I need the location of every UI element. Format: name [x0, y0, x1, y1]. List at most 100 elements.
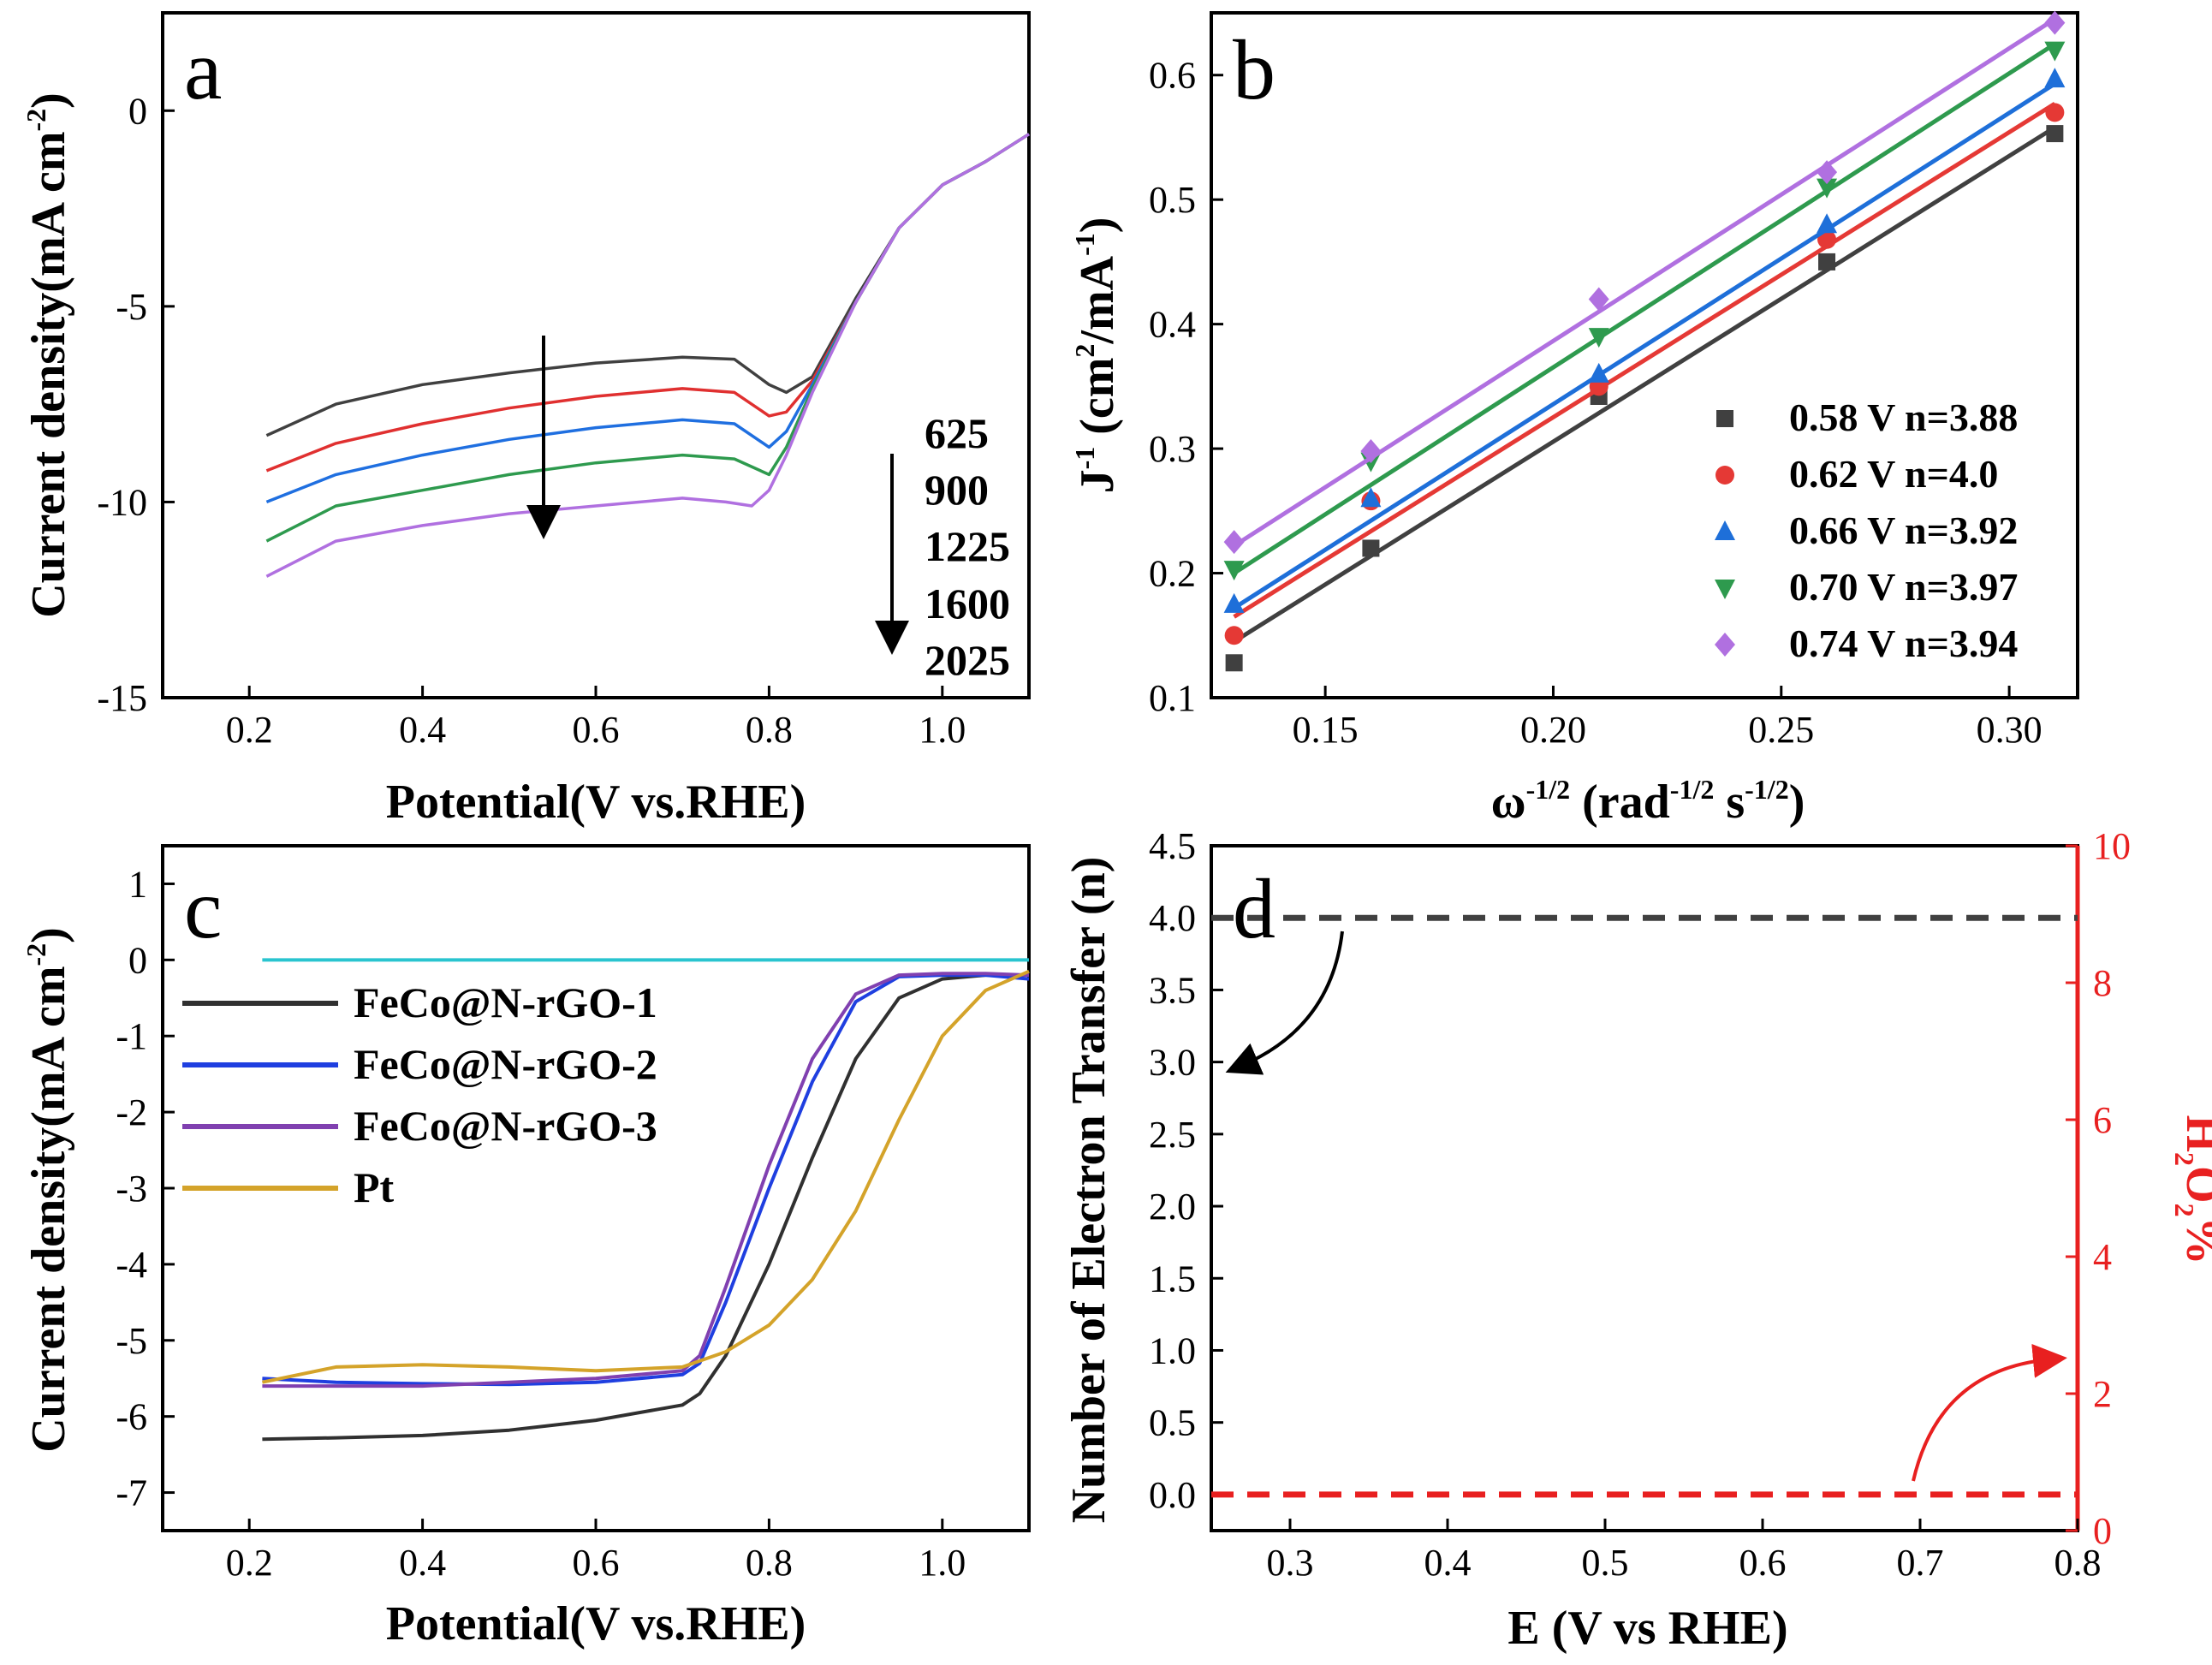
- panel-d-y-ticks-left: 0.0 0.5 1.0 1.5 2.0 2.5 3.0 3.5 4.0 4.5: [1149, 825, 1223, 1516]
- lsv-curve-2: [262, 972, 1030, 1388]
- legend-label-3: Pt: [354, 1163, 395, 1211]
- panel-d-arrow-h2o2: [1912, 1343, 2067, 1482]
- legend-marker-3: [1715, 580, 1735, 599]
- kl-point-2-0: [1223, 592, 1245, 613]
- panel-d-y-label-right: H2O2%: [2169, 1115, 2212, 1264]
- panel-c-y-ticks: 1 0 -1 -2 -3 -4 -5 -6 -7: [116, 863, 175, 1514]
- panel-b-x-tick-label: 0.20: [1520, 709, 1586, 751]
- panel-b-series: [1223, 10, 2066, 672]
- panel-d-y-tick-label: 1.0: [1149, 1329, 1196, 1371]
- panel-a-y-tick-label: 0: [128, 90, 147, 132]
- panel-b-y-tick-label: 0.1: [1149, 677, 1196, 719]
- panel-b-label: b: [1233, 22, 1275, 117]
- panel-b-legend: 0.58 V n=3.88 0.62 V n=4.0 0.66 V n=3.92 0.…: [1715, 395, 2018, 665]
- panel-c-y-tick-label: -5: [116, 1320, 147, 1362]
- panel-d-y-tick-label: 2.5: [1149, 1114, 1196, 1156]
- panel-b-x-tick-label: 0.30: [1977, 709, 2043, 751]
- kl-point-0-3: [1818, 253, 1836, 271]
- panel-a-y-label: Current density(mA cm-2): [21, 92, 75, 618]
- panel-c-y-tick-label: 0: [128, 939, 147, 981]
- rpm-label-900: 900: [925, 466, 989, 514]
- panel-a-label: a: [184, 22, 222, 117]
- legend-label-2: 0.66 V n=3.92: [1789, 508, 2018, 552]
- rpm-label-2025: 2025: [925, 636, 1010, 684]
- panel-b-y-tick-label: 0.5: [1149, 179, 1196, 221]
- kl-point-4-3: [1817, 160, 1838, 185]
- kl-point-3-3: [1817, 178, 1838, 199]
- panel-d-y-tick-label: 4.5: [1149, 825, 1196, 867]
- panel-c-y-tick-label: -6: [116, 1396, 147, 1438]
- panel-c-x-tick-label: 0.4: [399, 1542, 446, 1584]
- panel-c-y-tick-label: -1: [116, 1015, 147, 1057]
- panel-a-y-tick-label: -5: [116, 286, 147, 328]
- lsv-curve-3: [261, 969, 1030, 1384]
- panel-c-legend: FeCo@N-rGO-1 FeCo@N-rGO-2 FeCo@N-rGO-3 Pt: [182, 978, 657, 1211]
- kl-point-3-2: [1588, 328, 1609, 348]
- legend-label-4: 0.74 V n=3.94: [1789, 621, 2018, 665]
- panel-d-right-tick-label: 2: [2093, 1373, 2112, 1415]
- legend-label-0: FeCo@N-rGO-1: [354, 978, 657, 1026]
- panel-b-y-ticks: 0.1 0.2 0.3 0.4 0.5 0.6: [1149, 55, 1223, 719]
- panel-d-y-ticks-right: 0 2 4 6 8 10: [2066, 825, 2131, 1552]
- panel-d-y-tick-label: 0.0: [1149, 1474, 1196, 1516]
- panel-c-x-tick-label: 0.2: [226, 1542, 273, 1584]
- panel-a-y-tick-label: -15: [97, 677, 147, 719]
- panel-d-y-tick-label: 3.5: [1149, 969, 1196, 1011]
- panel-c-x-tick-label: 1.0: [919, 1542, 966, 1584]
- panel-d-y-tick-label: 2.0: [1149, 1186, 1196, 1228]
- legend-label-0: 0.58 V n=3.88: [1789, 395, 2018, 439]
- panel-a-y-ticks: 0 -5 -10 -15: [97, 90, 175, 719]
- panel-c-label: c: [184, 861, 222, 956]
- legend-marker-2: [1715, 520, 1735, 540]
- legend-label-1: 0.62 V n=4.0: [1789, 452, 1998, 496]
- panel-a: 0.2 0.4 0.6 0.8 1.0 0 -5 -10 -15 a 625 900 1225…: [21, 11, 1031, 829]
- rde-curve-1225: [265, 133, 1030, 504]
- panel-d-y-tick-label: 1.5: [1149, 1258, 1196, 1299]
- panel-d-x-ticks: 0.3 0.4 0.5 0.6 0.7 0.8: [1267, 1519, 2102, 1584]
- rpm-label-1600: 1600: [925, 580, 1010, 627]
- panel-d: 0.3 0.4 0.5 0.6 0.7 0.8 0.0 0.5 1.0 1.5 2.0 2.5 3.0…: [1062, 825, 2212, 1655]
- legend-label-2: FeCo@N-rGO-3: [354, 1102, 657, 1150]
- kl-point-1-4: [2045, 103, 2065, 122]
- kl-point-4-1: [1360, 439, 1382, 463]
- rde-curve-900: [265, 133, 1030, 473]
- panel-c-x-ticks: 0.2 0.4 0.6 0.8 1.0: [226, 1519, 966, 1584]
- panel-b-y-tick-label: 0.6: [1149, 55, 1196, 97]
- panel-d-series: [1211, 914, 2078, 1498]
- panel-a-frame: [161, 11, 1031, 699]
- kl-point-0-0: [1225, 654, 1243, 672]
- kl-point-4-2: [1588, 287, 1609, 312]
- panel-a-x-tick-label: 0.6: [573, 709, 620, 751]
- panel-d-label: d: [1233, 861, 1275, 956]
- kl-fit-line-3: [1233, 42, 2056, 575]
- lsv-curve-0: [262, 973, 1029, 1442]
- panel-a-x-ticks: 0.2 0.4 0.6 0.8 1.0: [226, 686, 966, 751]
- rde-curve-2025: [265, 133, 1030, 578]
- panel-b-x-tick-label: 0.25: [1748, 709, 1814, 751]
- panel-a-x-tick-label: 0.4: [399, 709, 446, 751]
- panel-b-x-label: ω-1/2 (rad-1/2 s-1/2): [1491, 774, 1805, 829]
- panel-a-x-label: Potential(V vs.RHE): [386, 776, 806, 829]
- panel-a-x-tick-label: 0.2: [226, 709, 273, 751]
- kl-point-3-0: [1223, 561, 1245, 581]
- legend-label-3: 0.70 V n=3.97: [1789, 565, 2018, 609]
- panel-a-x-tick-label: 0.8: [746, 709, 793, 751]
- rpm-label-1225: 1225: [925, 522, 1010, 570]
- kl-point-3-4: [2044, 41, 2066, 62]
- panel-d-x-tick-label: 0.7: [1897, 1542, 1944, 1584]
- panel-c-series: [261, 958, 1030, 1442]
- kl-point-1-0: [1224, 626, 1244, 645]
- panel-d-y-tick-label: 4.0: [1149, 897, 1196, 939]
- rde-curve-1600: [265, 133, 1030, 543]
- kl-point-2-1: [1360, 487, 1382, 508]
- kl-fit-line-1: [1233, 102, 2056, 619]
- kl-fit-line-2: [1233, 81, 2056, 610]
- rpm-label-625: 625: [925, 409, 989, 457]
- panel-c-y-tick-label: -3: [116, 1168, 147, 1210]
- panel-c-y-tick-label: -2: [116, 1091, 147, 1133]
- panel-c-x-tick-label: 0.6: [573, 1542, 620, 1584]
- panel-d-x-tick-label: 0.4: [1424, 1542, 1472, 1584]
- panel-b-y-label: J-1 (cm2/mA-1): [1069, 217, 1124, 494]
- legend-marker-1: [1715, 466, 1734, 485]
